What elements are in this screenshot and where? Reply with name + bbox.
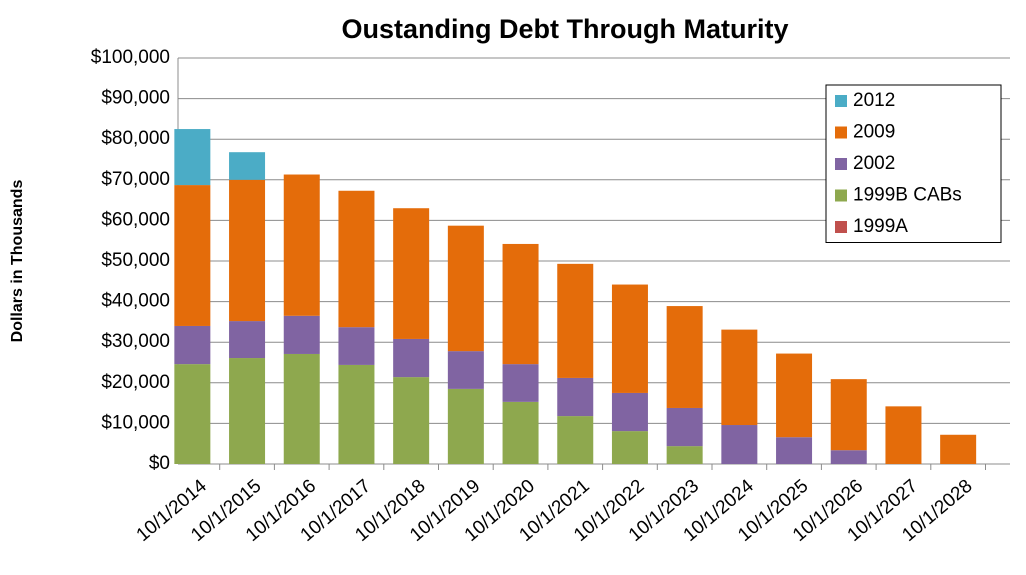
legend-swatch — [835, 221, 847, 233]
bar-segment — [776, 353, 813, 438]
bar-segment — [940, 434, 977, 464]
bar-segment — [338, 190, 375, 328]
y-tick-label: $40,000 — [101, 291, 170, 312]
bar-segment — [447, 225, 484, 352]
bar-segment — [666, 306, 703, 408]
legend-label: 2009 — [853, 122, 895, 143]
bar-segment — [611, 431, 648, 464]
bar-segment — [447, 388, 484, 464]
bar-segment — [174, 325, 211, 365]
bar-segment — [283, 315, 320, 354]
legend-swatch — [835, 158, 847, 170]
bar-segment — [885, 406, 922, 464]
bar-segment — [666, 446, 703, 464]
y-tick-label: $0 — [149, 453, 170, 474]
bar-segment — [393, 208, 430, 339]
bar-segment — [666, 407, 703, 447]
bar-segment — [283, 174, 320, 316]
y-axis-label: Dollars in Thousands — [9, 180, 26, 343]
bar-segment — [611, 284, 648, 393]
bar-segment — [776, 437, 813, 464]
y-tick-label: $50,000 — [101, 250, 170, 271]
y-tick-label: $90,000 — [101, 88, 170, 109]
bar-segment — [174, 185, 211, 326]
bar-segment — [721, 329, 758, 426]
bar-segment — [557, 416, 594, 464]
bar-segment — [338, 327, 375, 365]
legend-label: 2002 — [853, 153, 895, 174]
bar-segment — [283, 353, 320, 464]
bar-segment — [502, 364, 539, 402]
bar-segment — [229, 358, 266, 464]
legend-swatch — [835, 189, 847, 202]
bar-segment — [338, 364, 375, 464]
bar-segment — [393, 377, 430, 464]
y-tick-label: $60,000 — [101, 209, 170, 230]
bar-segment — [447, 351, 484, 389]
bar-segment — [393, 338, 430, 378]
bar-segment — [502, 401, 539, 464]
y-tick-label: $20,000 — [101, 372, 170, 393]
chart-title: Oustanding Debt Through Maturity — [342, 14, 789, 44]
y-tick-label: $80,000 — [101, 128, 170, 149]
legend-label: 1999A — [853, 216, 908, 237]
bar-segment — [229, 321, 266, 359]
legend-label: 1999B CABs — [853, 185, 962, 206]
bar-segment — [174, 129, 211, 186]
y-tick-label: $30,000 — [101, 331, 170, 352]
bar-segment — [721, 425, 758, 464]
y-tick-label: $70,000 — [101, 169, 170, 190]
bar-segment — [557, 263, 594, 378]
legend-swatch — [835, 95, 847, 107]
bar-segment — [557, 377, 594, 417]
bar-segment — [502, 243, 539, 365]
bar-segment — [611, 392, 648, 432]
legend-label: 2012 — [853, 90, 895, 111]
bar-segment — [174, 364, 211, 464]
bar-segment — [229, 179, 266, 322]
bar-segment — [830, 379, 867, 451]
y-tick-label: $100,000 — [91, 47, 170, 68]
legend-swatch — [835, 126, 847, 139]
bar-segment — [229, 152, 266, 180]
bar-segment — [830, 450, 867, 464]
legend-box — [825, 84, 1002, 243]
y-tick-label: $10,000 — [101, 412, 170, 433]
